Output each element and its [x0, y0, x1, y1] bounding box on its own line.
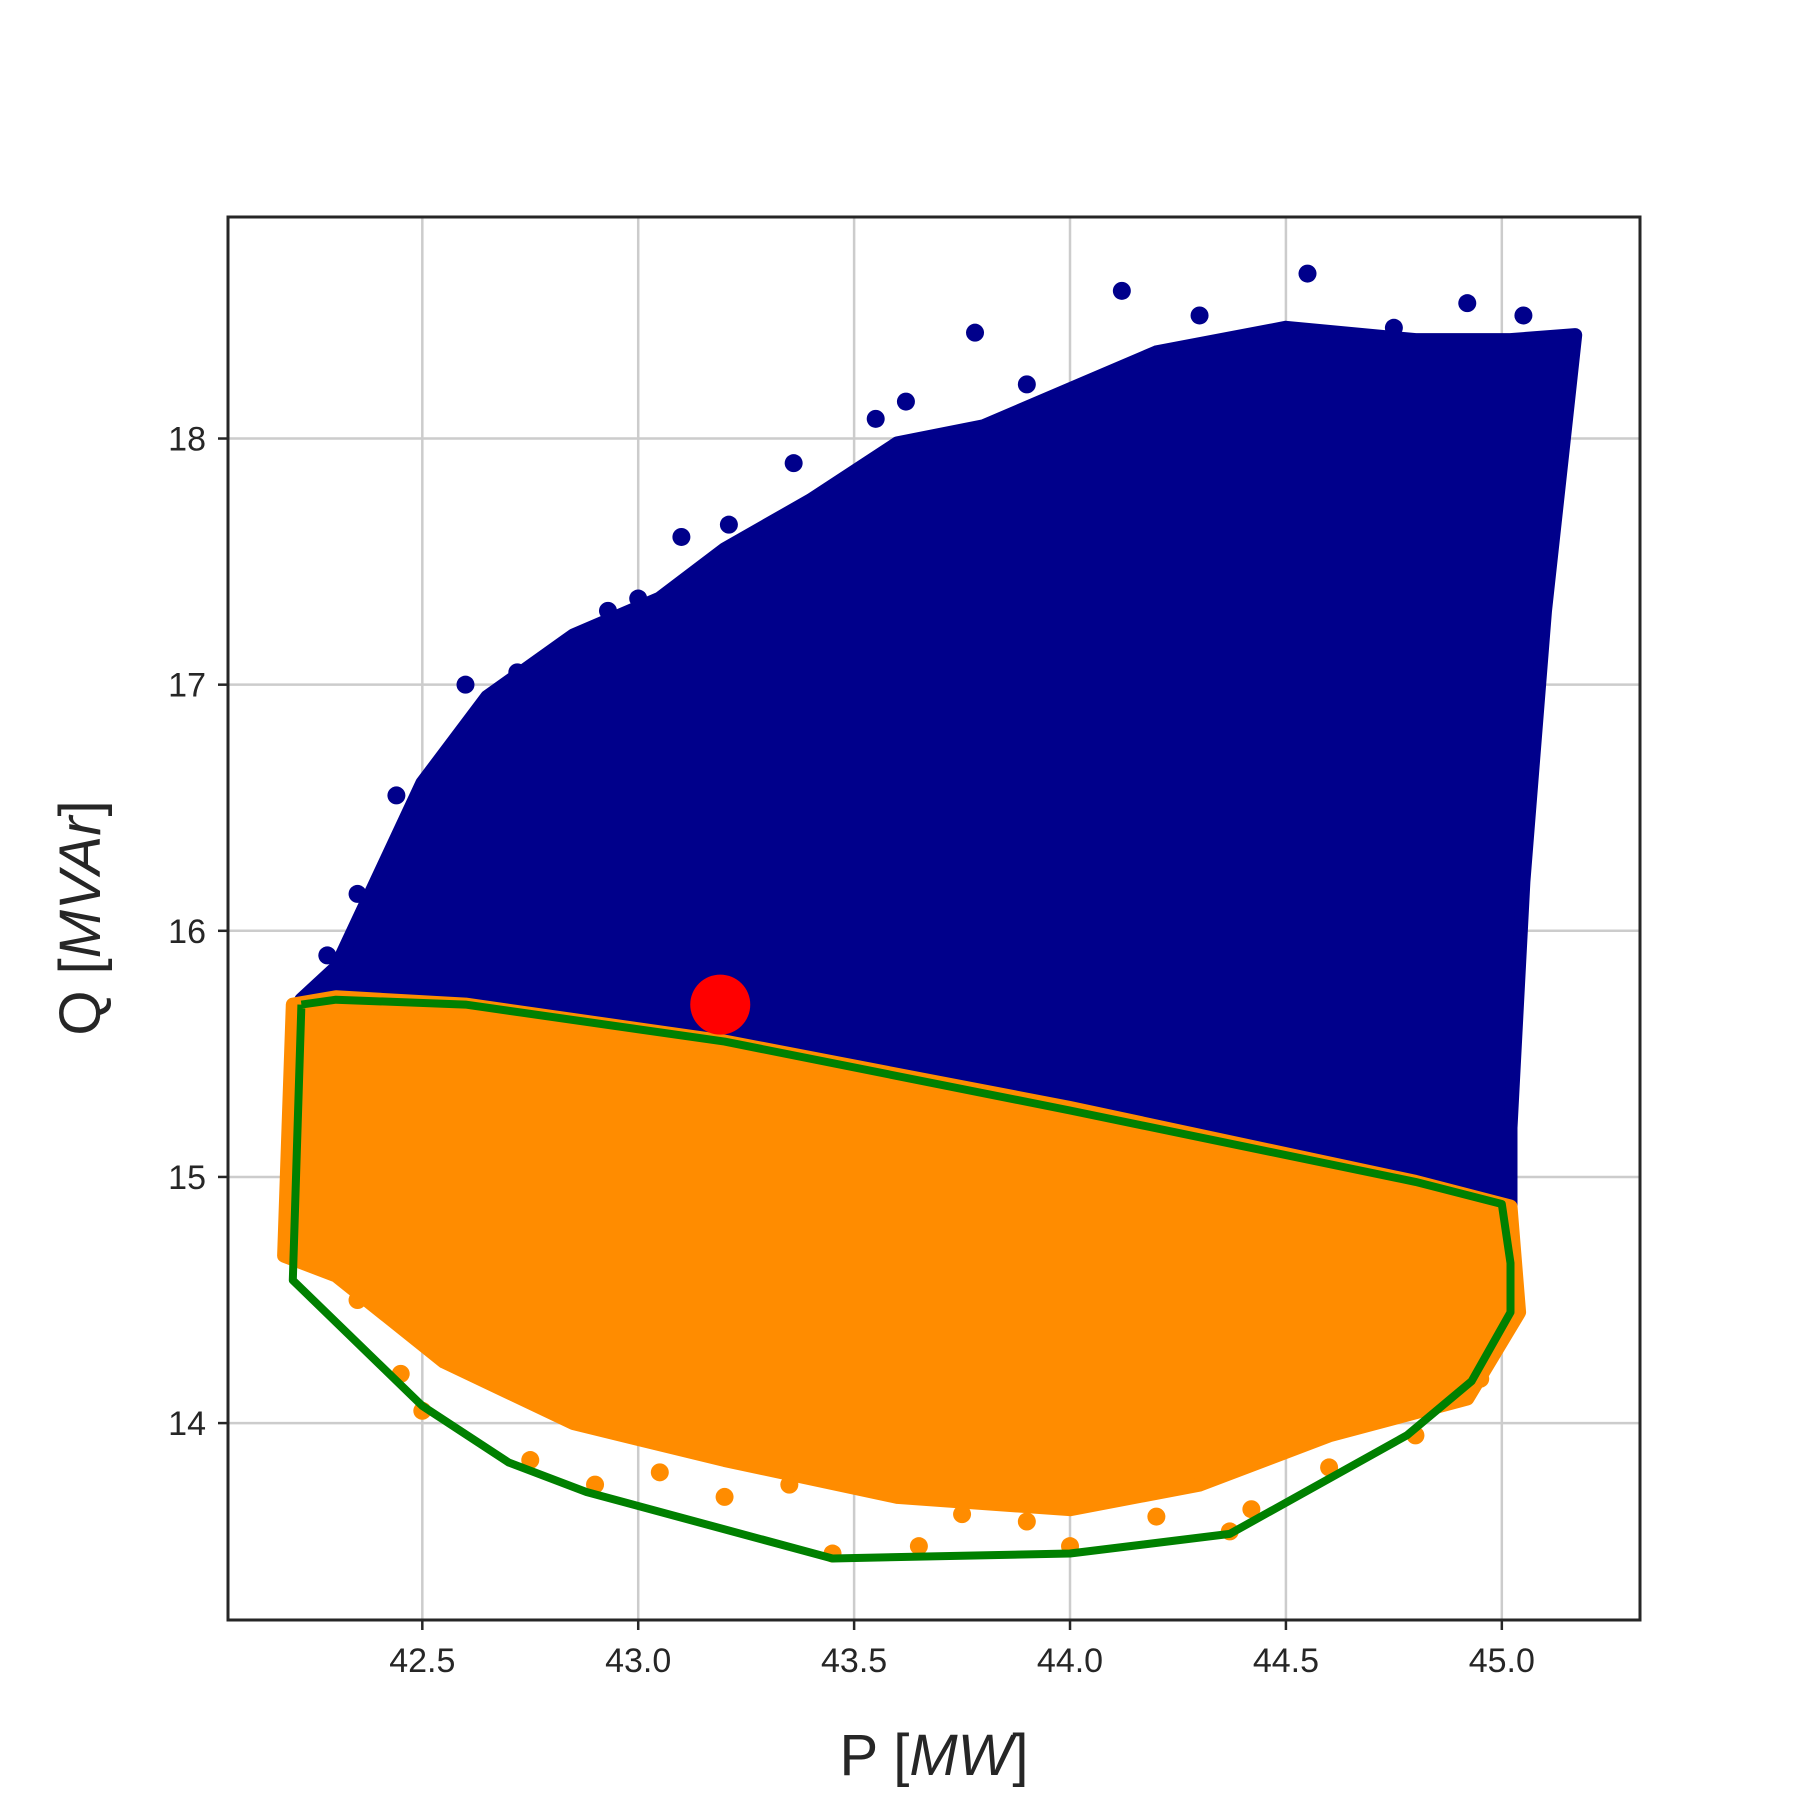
y-axis-label: Q [MVAr]	[48, 800, 113, 1035]
blue-scatter-point	[1017, 375, 1036, 394]
y-tick-label: 14	[168, 1405, 206, 1443]
blue-scatter-point	[866, 409, 885, 428]
blue-scatter-point	[966, 323, 985, 342]
x-tick-label: 44.5	[1253, 1642, 1319, 1680]
x-tick-label: 45.0	[1469, 1642, 1535, 1680]
orange-scatter-point	[521, 1451, 540, 1470]
blue-scatter-point	[387, 786, 406, 805]
blue-scatter-point	[508, 663, 527, 682]
operating-point-marker	[690, 974, 751, 1035]
y-tick-label: 17	[168, 667, 206, 705]
y-tick-label: 16	[168, 913, 206, 951]
blue-scatter-point	[598, 601, 617, 620]
orange-scatter-point	[909, 1537, 928, 1556]
orange-scatter-point	[650, 1463, 669, 1482]
blue-scatter-point	[1298, 264, 1317, 283]
orange-scatter-point	[348, 1291, 367, 1310]
y-tick-label: 15	[168, 1159, 206, 1197]
hull-line	[288, 995, 1515, 1563]
plot-frame	[226, 215, 1642, 1622]
blue-scatter-point	[629, 589, 648, 608]
orange-scatter-point	[305, 1254, 324, 1273]
orange-scatter-point	[1242, 1500, 1261, 1519]
orange-scatter-point	[953, 1505, 972, 1524]
blue-scatter-point	[1514, 306, 1533, 325]
orange-scatter-point	[1147, 1507, 1166, 1526]
blue-scatter-point	[348, 884, 367, 903]
x-axis: 42.5 43.0 43.5 44.0 44.5 45.0	[389, 1620, 1535, 1680]
y-axis: 14 15 16 17 18	[168, 421, 228, 1443]
x-tick-label: 43.5	[821, 1642, 887, 1680]
blue-scatter-point	[1384, 318, 1403, 337]
y-tick-label: 18	[168, 421, 206, 459]
blue-scatter-point	[719, 515, 738, 534]
blue-scatter-point	[1190, 306, 1209, 325]
blue-scatter-point	[318, 946, 337, 965]
orange-scatter-point	[780, 1475, 799, 1494]
x-axis-label: P [MW]	[839, 1723, 1028, 1788]
blue-scatter-point	[456, 675, 475, 694]
blue-scatter-point	[1112, 281, 1131, 300]
x-tick-label: 42.5	[389, 1642, 455, 1680]
blue-scatter-point	[1458, 294, 1477, 313]
blue-scatter-point	[672, 527, 691, 546]
blue-scatter-point	[784, 454, 803, 473]
x-tick-label: 44.0	[1037, 1642, 1103, 1680]
orange-scatter-point	[1017, 1512, 1036, 1531]
plot-area	[277, 264, 1583, 1563]
orange-scatter-point	[715, 1487, 734, 1506]
x-tick-label: 43.0	[605, 1642, 671, 1680]
blue-scatter-point	[896, 392, 915, 411]
